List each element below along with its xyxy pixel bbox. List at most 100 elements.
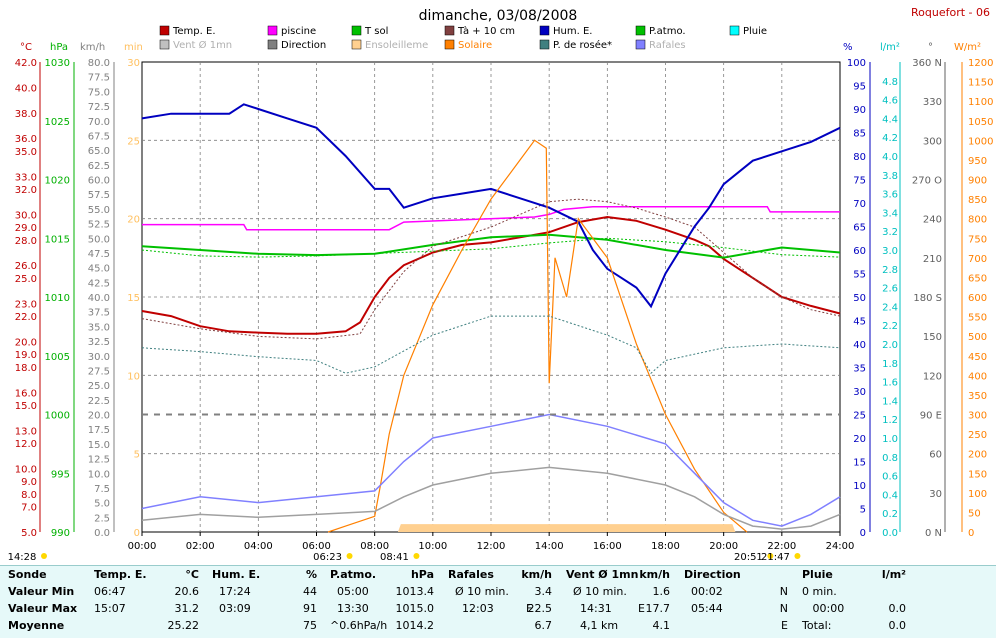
y-tick-label: 65.0	[88, 146, 110, 157]
y-tick-label: 28.0	[15, 236, 37, 247]
x-tick-label: 04:00	[244, 541, 273, 552]
y-tick-label: 42.0	[15, 58, 37, 69]
y-tick-label: 3.6	[882, 190, 898, 201]
y-tick-label: 50	[853, 293, 866, 304]
y-tick-label: 2.6	[882, 284, 898, 295]
y-tick-label: 15.0	[15, 401, 37, 412]
stats-dir: E	[638, 602, 645, 615]
stats-dir: E	[526, 602, 533, 615]
legend-swatch	[444, 25, 455, 36]
y-tick-label: 26.0	[15, 261, 37, 272]
y-tick-label: 52.5	[88, 220, 110, 231]
y-tick-label: 5.0	[94, 499, 110, 510]
y-tick-label: 45.0	[88, 264, 110, 275]
y-tick-label: 7.0	[21, 503, 37, 514]
y-tick-label: 15.0	[88, 440, 110, 451]
y-tick-label: 23.0	[15, 299, 37, 310]
y-tick-label: 120	[923, 371, 942, 382]
y-tick-label: 4.8	[882, 77, 898, 88]
legend-swatch	[267, 39, 278, 50]
y-tick-label: 1.8	[882, 359, 898, 370]
y-tick-label: 1005	[45, 352, 70, 363]
stats-time: 14:31	[580, 602, 612, 615]
stats-value: 3.4	[534, 585, 553, 598]
y-tick-label: 1.2	[882, 415, 898, 426]
stats-col-vent: Vent Ø 1mn km/h Ø 10 min. 1.6 14:31 E 17.7 4…	[566, 566, 670, 638]
y-tick-label: 29.0	[15, 223, 37, 234]
stats-header: Direction	[684, 568, 741, 581]
stats-value: 31.2	[174, 602, 200, 615]
y-tick-label: 350	[968, 391, 987, 402]
y-tick-label: 750	[968, 234, 987, 245]
y-tick-label: 1000	[45, 411, 70, 422]
y-tick-label: 35	[853, 364, 866, 375]
stats-col-hum: Hum. E.% 17:24 44 03:09 91 75	[212, 566, 317, 638]
axis-unit-label: W/m²	[954, 42, 981, 53]
y-tick-label: 80	[853, 152, 866, 163]
y-tick-label: 67.5	[88, 131, 110, 142]
y-tick-label: 55	[853, 270, 866, 281]
x-tick-label: 18:00	[651, 541, 680, 552]
y-tick-label: 900	[968, 176, 987, 187]
stats-header: Rafales	[448, 568, 494, 581]
y-tick-label: 19.0	[15, 350, 37, 361]
y-tick-label: 32.0	[15, 185, 37, 196]
y-tick-label: 1.4	[882, 396, 898, 407]
y-tick-label: 30	[127, 58, 140, 69]
series-t-10-cm	[141, 198, 841, 340]
stats-col-direction: Direction 00:02 N 05:44 N E	[684, 566, 788, 638]
y-tick-label: 1.6	[882, 378, 898, 389]
y-tick-label: 800	[968, 215, 987, 226]
y-tick-label: 1050	[968, 117, 993, 128]
y-tick-label: 40.0	[88, 293, 110, 304]
data-series	[141, 103, 841, 533]
x-tick-label: 22:00	[767, 541, 796, 552]
stats-unit: l/m²	[881, 568, 906, 581]
y-tick-label: 25.0	[15, 274, 37, 285]
x-tick-label: 00:00	[128, 541, 157, 552]
marker-dot	[413, 553, 420, 559]
stats-value: 1015.0	[395, 602, 435, 615]
axis-units: °C hPa km/h min% l/m² ° W/m²	[20, 42, 981, 53]
legend-swatch	[539, 25, 550, 36]
y-tick-label: 9.0	[21, 477, 37, 488]
x-tick-label: 02:00	[186, 541, 215, 552]
y-tick-label: 1010	[45, 293, 70, 304]
stats-col-sonde: Sonde Valeur Min Valeur Max Moyenne	[8, 566, 88, 638]
y-tick-label: 80.0	[88, 58, 110, 69]
stats-time: 4,1 km	[580, 619, 619, 632]
y-tick-label: 0.8	[882, 453, 898, 464]
x-tick-label: 16:00	[593, 541, 622, 552]
y-tick-label: 0.4	[882, 490, 898, 501]
series-hum-e-	[141, 103, 841, 309]
x-tick-label: 06:00	[302, 541, 331, 552]
legend-label: Solaire	[458, 40, 492, 51]
y-tick-label: 2.0	[882, 340, 898, 351]
y-tick-label: 0	[968, 528, 974, 539]
y-tick-label: 40	[853, 340, 866, 351]
legend-swatch	[159, 25, 170, 36]
y-tick-label: 35.0	[88, 322, 110, 333]
y-tick-label: 0	[860, 528, 866, 539]
stats-header: Temp. E.	[94, 568, 147, 581]
stats-header: P.atmo.	[330, 568, 377, 581]
y-tick-label: 77.5	[88, 73, 110, 84]
y-tick-label: 32.5	[88, 337, 110, 348]
y-tick-label: 90	[853, 105, 866, 116]
axis-unit-label: °	[928, 42, 933, 53]
stats-value: 75	[303, 619, 317, 632]
stats-value: 1.6	[652, 585, 671, 598]
y-tick-label: 360 N	[912, 58, 942, 69]
legend-label: Ensoleilleme	[365, 40, 428, 51]
y-tick-label: 60	[929, 450, 942, 461]
y-tick-label: 1025	[45, 117, 70, 128]
y-tick-label: 450	[968, 352, 987, 363]
y-tick-label: 70	[853, 199, 866, 210]
stats-header: Hum. E.	[212, 568, 261, 581]
y-tick-label: 13.0	[15, 426, 37, 437]
series-p-de-ros-e-	[141, 315, 841, 374]
y-tick-label: 1015	[45, 234, 70, 245]
stats-value: 22.5	[527, 602, 553, 615]
y-tick-label: 990	[51, 528, 70, 539]
stats-value: 1013.4	[395, 585, 435, 598]
